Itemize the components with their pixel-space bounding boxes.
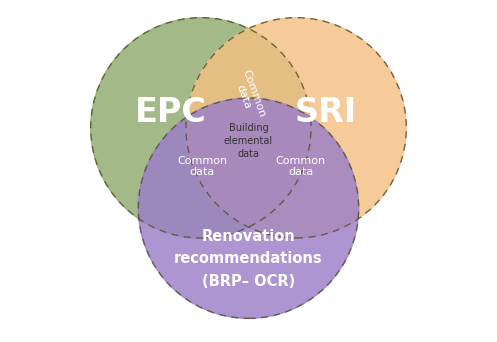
Text: EPC: EPC [135, 96, 207, 129]
Text: Renovation
recommendations
(BRP– OCR): Renovation recommendations (BRP– OCR) [174, 229, 323, 289]
Text: Building
elemental
data: Building elemental data [224, 123, 273, 159]
Circle shape [90, 18, 311, 238]
Text: SRI: SRI [295, 96, 357, 129]
Text: Common
data: Common data [275, 156, 326, 177]
Circle shape [138, 98, 359, 318]
Circle shape [186, 18, 407, 238]
Text: Common
data: Common data [177, 156, 228, 177]
Text: Common
data: Common data [230, 68, 267, 122]
